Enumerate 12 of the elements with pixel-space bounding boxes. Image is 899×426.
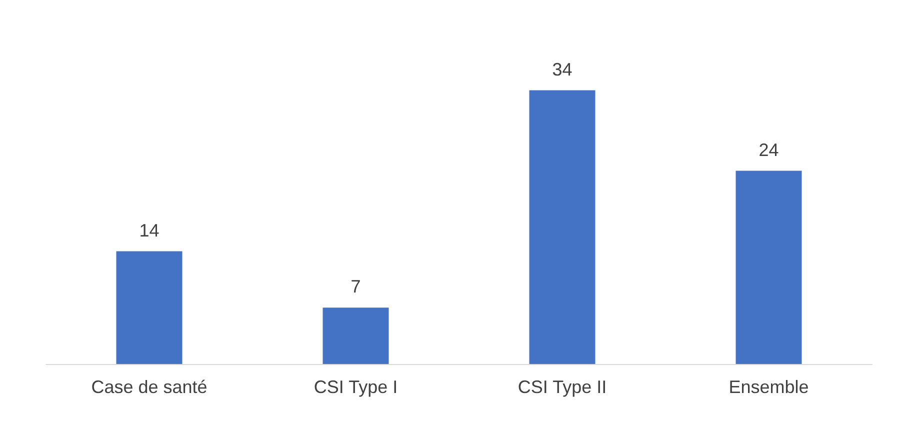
data-label: 24 xyxy=(758,140,779,160)
x-tick-label: CSI Type II xyxy=(518,377,607,397)
data-label: 34 xyxy=(552,59,572,80)
data-label: 14 xyxy=(139,220,160,240)
x-tick-label: CSI Type I xyxy=(314,377,398,397)
bar xyxy=(736,170,802,364)
x-tick-label: Case de santé xyxy=(91,377,208,397)
x-tick-label: Ensemble xyxy=(728,377,809,397)
bar xyxy=(322,308,389,364)
bar xyxy=(529,90,596,364)
bar xyxy=(116,251,182,364)
data-label: 7 xyxy=(350,276,361,297)
